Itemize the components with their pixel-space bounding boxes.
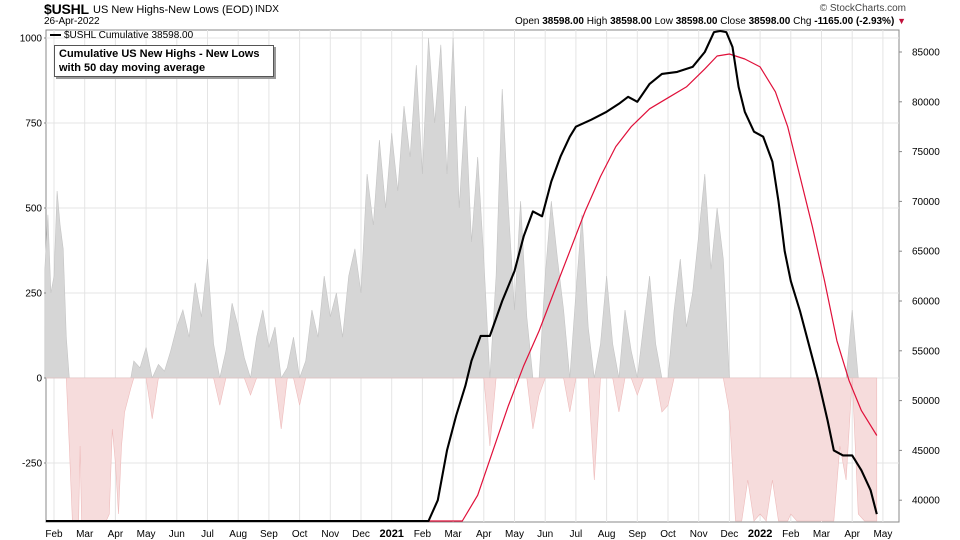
x-tick-label: Sep: [628, 529, 646, 540]
x-tick-label: Mar: [76, 529, 94, 540]
x-tick-label: Mar: [444, 529, 462, 540]
high-label: High: [586, 16, 608, 27]
right-tick-label: 40000: [912, 496, 940, 507]
x-tick-label: Sep: [260, 529, 278, 540]
left-tick-label: 250: [25, 289, 42, 300]
annotation-line-2: with 50 day moving average: [59, 62, 206, 74]
right-tick-label: 75000: [912, 147, 940, 158]
left-tick-label: 0: [36, 374, 42, 385]
brand-label: © StockCharts.com: [819, 3, 906, 14]
x-tick-label: Dec: [721, 529, 739, 540]
x-tick-label: Mar: [813, 529, 831, 540]
close-label: Close: [720, 16, 746, 27]
x-axis: Feb Mar Apr May Jun Jul Aug Sep Oct Nov Dec 2021 Feb…: [45, 528, 892, 540]
x-tick-label: Jul: [570, 529, 583, 540]
grid-lines: [46, 30, 899, 522]
x-tick-label: May: [137, 529, 156, 540]
x-tick-label: May: [505, 529, 524, 540]
high-value: 38598.00: [610, 16, 652, 27]
left-tick-label: 1000: [20, 34, 43, 45]
right-tick-label: 50000: [912, 396, 940, 407]
x-tick-label: Dec: [352, 529, 370, 540]
right-tick-label: 55000: [912, 346, 940, 357]
x-tick-label: Apr: [108, 529, 124, 540]
symbol: $USHL: [44, 1, 89, 17]
x-tick-label: 2021: [379, 528, 403, 540]
right-tick-label: 85000: [912, 48, 940, 59]
annotation-box: Cumulative US New Highs - New Lows with …: [54, 45, 274, 77]
x-tick-label: Oct: [292, 529, 308, 540]
close-value: 38598.00: [748, 16, 791, 27]
series-swatch: [50, 34, 61, 37]
right-axis: 85000 80000 75000 70000 65000 60000 55000 50000…: [899, 48, 940, 507]
x-tick-label: Jun: [537, 529, 553, 540]
chg-down-icon: ▼: [897, 16, 906, 26]
x-tick-label: Aug: [229, 529, 247, 540]
x-tick-label: Feb: [45, 529, 63, 540]
series-legend: $USHL Cumulative 38598.00: [50, 30, 193, 41]
date-label: 26-Apr-2022: [44, 16, 100, 27]
right-tick-label: 65000: [912, 247, 940, 258]
right-tick-label: 80000: [912, 97, 940, 108]
x-tick-label: Feb: [782, 529, 800, 540]
chart-header: $USHL US New Highs-New Lows (EOD) INDX 2…: [0, 0, 960, 30]
x-tick-label: Aug: [598, 529, 616, 540]
quote-strip: Open 38598.00 High 38598.00 Low 38598.00…: [515, 16, 906, 27]
x-tick-label: Jul: [201, 529, 214, 540]
right-tick-label: 45000: [912, 446, 940, 457]
x-tick-label: Apr: [476, 529, 492, 540]
left-tick-label: 750: [25, 119, 42, 130]
left-tick-label: 500: [25, 204, 42, 215]
series-lines: [46, 29, 878, 523]
open-value: 38598.00: [542, 16, 584, 27]
left-axis: 1000 750 500 250 0 -250: [20, 34, 46, 470]
chg-value: -1165.00 (-2.93%): [814, 16, 895, 27]
chart-title: US New Highs-New Lows (EOD): [93, 4, 254, 16]
x-tick-label: Jun: [169, 529, 185, 540]
series-legend-text: $USHL Cumulative 38598.00: [64, 30, 194, 41]
x-tick-label: Nov: [690, 529, 708, 540]
right-tick-label: 70000: [912, 197, 940, 208]
left-tick-label: -250: [22, 459, 42, 470]
annotation-line-1: Cumulative US New Highs - New Lows: [59, 48, 260, 60]
daily-net-highs-area: [44, 37, 878, 522]
cumulative-line: [46, 29, 878, 523]
exchange-label: INDX: [255, 4, 279, 15]
x-tick-label: Feb: [414, 529, 432, 540]
low-label: Low: [654, 16, 673, 27]
x-tick-label: Oct: [660, 529, 676, 540]
x-tick-label: 2022: [748, 528, 772, 540]
x-tick-label: May: [873, 529, 892, 540]
low-value: 38598.00: [675, 16, 718, 27]
x-tick-label: Nov: [321, 529, 339, 540]
chg-label: Chg: [793, 16, 812, 27]
right-tick-label: 60000: [912, 297, 940, 308]
x-tick-label: Apr: [844, 529, 860, 540]
open-label: Open: [514, 16, 540, 27]
